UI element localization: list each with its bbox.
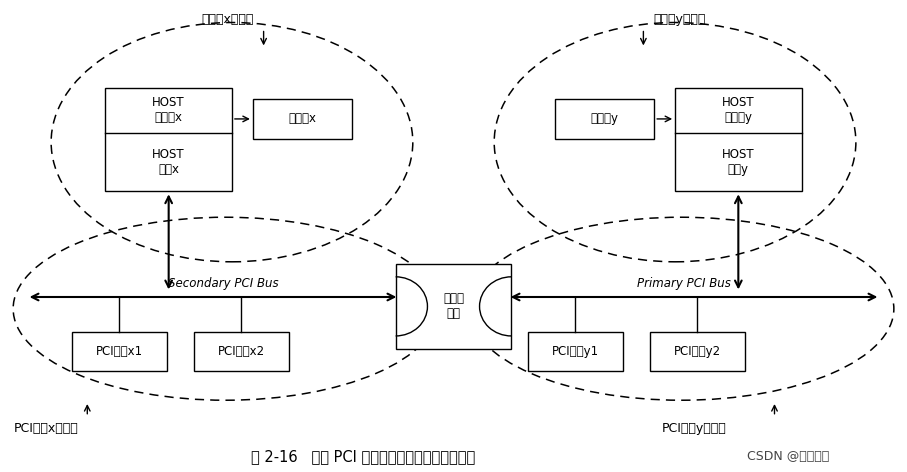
Text: 图 2-16   使用 PCI 非透明桥连接两个处理器系统: 图 2-16 使用 PCI 非透明桥连接两个处理器系统 bbox=[251, 449, 475, 464]
Text: PCI设备x2: PCI设备x2 bbox=[218, 345, 265, 358]
Text: PCI设备y2: PCI设备y2 bbox=[674, 345, 721, 358]
Text: HOST
主桥x: HOST 主桥x bbox=[152, 148, 185, 176]
Text: PCI总线y域空间: PCI总线y域空间 bbox=[661, 422, 727, 435]
Text: HOST
处理器x: HOST 处理器x bbox=[152, 96, 185, 125]
Bar bbox=[395, 264, 512, 349]
Bar bbox=[194, 332, 289, 371]
Text: 存储器y: 存储器y bbox=[590, 112, 619, 126]
Text: Primary PCI Bus: Primary PCI Bus bbox=[637, 278, 731, 290]
Bar bbox=[555, 99, 654, 139]
Bar bbox=[675, 88, 802, 192]
Text: 存储器x域空间: 存储器x域空间 bbox=[201, 13, 254, 25]
Text: CSDN @蓝天居士: CSDN @蓝天居士 bbox=[747, 450, 829, 463]
Text: PCI总线x域空间: PCI总线x域空间 bbox=[14, 422, 79, 435]
Bar bbox=[528, 332, 622, 371]
Text: PCI设备y1: PCI设备y1 bbox=[551, 345, 599, 358]
Text: Secondary PCI Bus: Secondary PCI Bus bbox=[168, 278, 278, 290]
Text: 存储器y域空间: 存储器y域空间 bbox=[653, 13, 706, 25]
Text: 非透明
桥片: 非透明 桥片 bbox=[443, 292, 464, 320]
Text: HOST
主理器y: HOST 主理器y bbox=[722, 96, 755, 125]
Text: 存储器x: 存储器x bbox=[288, 112, 317, 126]
Text: PCI设备x1: PCI设备x1 bbox=[96, 345, 143, 358]
Bar bbox=[72, 332, 167, 371]
Text: HOST
主桥y: HOST 主桥y bbox=[722, 148, 755, 176]
Bar bbox=[649, 332, 745, 371]
Bar bbox=[253, 99, 352, 139]
Bar bbox=[105, 88, 232, 192]
